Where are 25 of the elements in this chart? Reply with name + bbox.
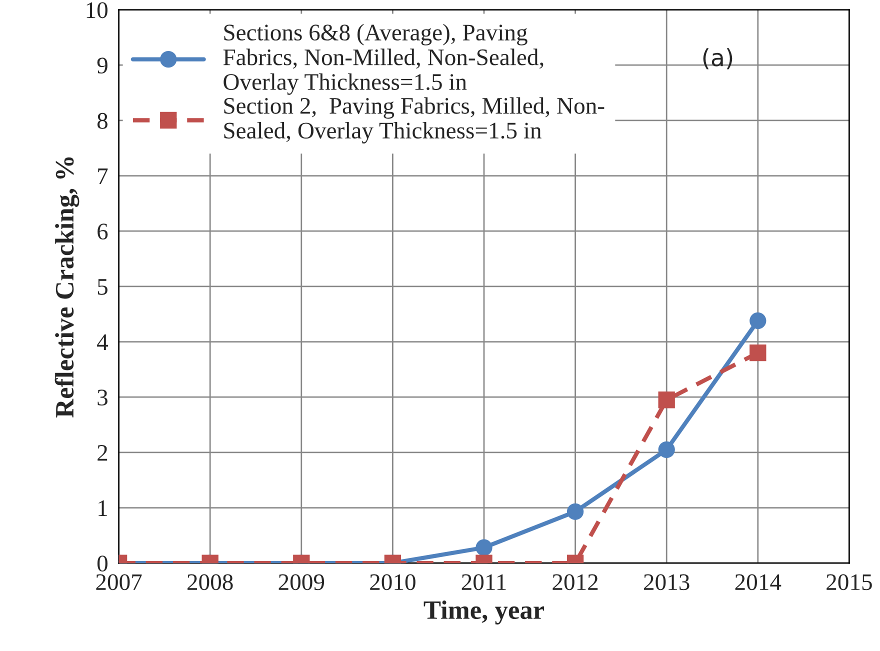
y-tick-label: 8 bbox=[97, 112, 108, 129]
legend-label: Sections 6&8 (Average), Paving Fabrics, Non-Milled, Non-Sealed, Overlay Thickness=1.5 in bbox=[223, 24, 544, 95]
annotation: (a) bbox=[703, 48, 732, 70]
y-tick-label: 10 bbox=[86, 2, 108, 18]
y-axis-title: Reflective Cracking, % bbox=[54, 157, 80, 418]
y-tick-label: 2 bbox=[98, 445, 108, 461]
x-tick-label: 2013 bbox=[644, 574, 690, 590]
y-tick-label: 3 bbox=[98, 390, 108, 406]
x-tick-label: 2008 bbox=[188, 574, 233, 590]
x-tick-label: 2010 bbox=[370, 574, 416, 590]
x-tick-label: 2015 bbox=[826, 574, 872, 590]
legend-label: Section 2, Paving Fabrics, Milled, Non- Sealed, Overlay Thickness=1.5 in bbox=[224, 97, 604, 144]
x-tick-label: 2014 bbox=[735, 574, 782, 590]
y-tick-label: 6 bbox=[98, 224, 108, 240]
y-tick-label: 0 bbox=[97, 556, 108, 572]
x-tick-label: 2011 bbox=[462, 574, 506, 590]
y-tick-label: 4 bbox=[97, 334, 108, 350]
y-tick-label: 1 bbox=[98, 500, 107, 516]
x-tick-label: 2007 bbox=[96, 574, 142, 590]
y-tick-label: 7 bbox=[98, 168, 108, 184]
y-tick-label: 5 bbox=[98, 279, 108, 295]
x-axis-title: Time, year bbox=[424, 600, 544, 625]
x-tick-label: 2009 bbox=[278, 574, 324, 590]
y-tick-label: 9 bbox=[97, 58, 108, 74]
x-tick-label: 2012 bbox=[552, 574, 598, 590]
